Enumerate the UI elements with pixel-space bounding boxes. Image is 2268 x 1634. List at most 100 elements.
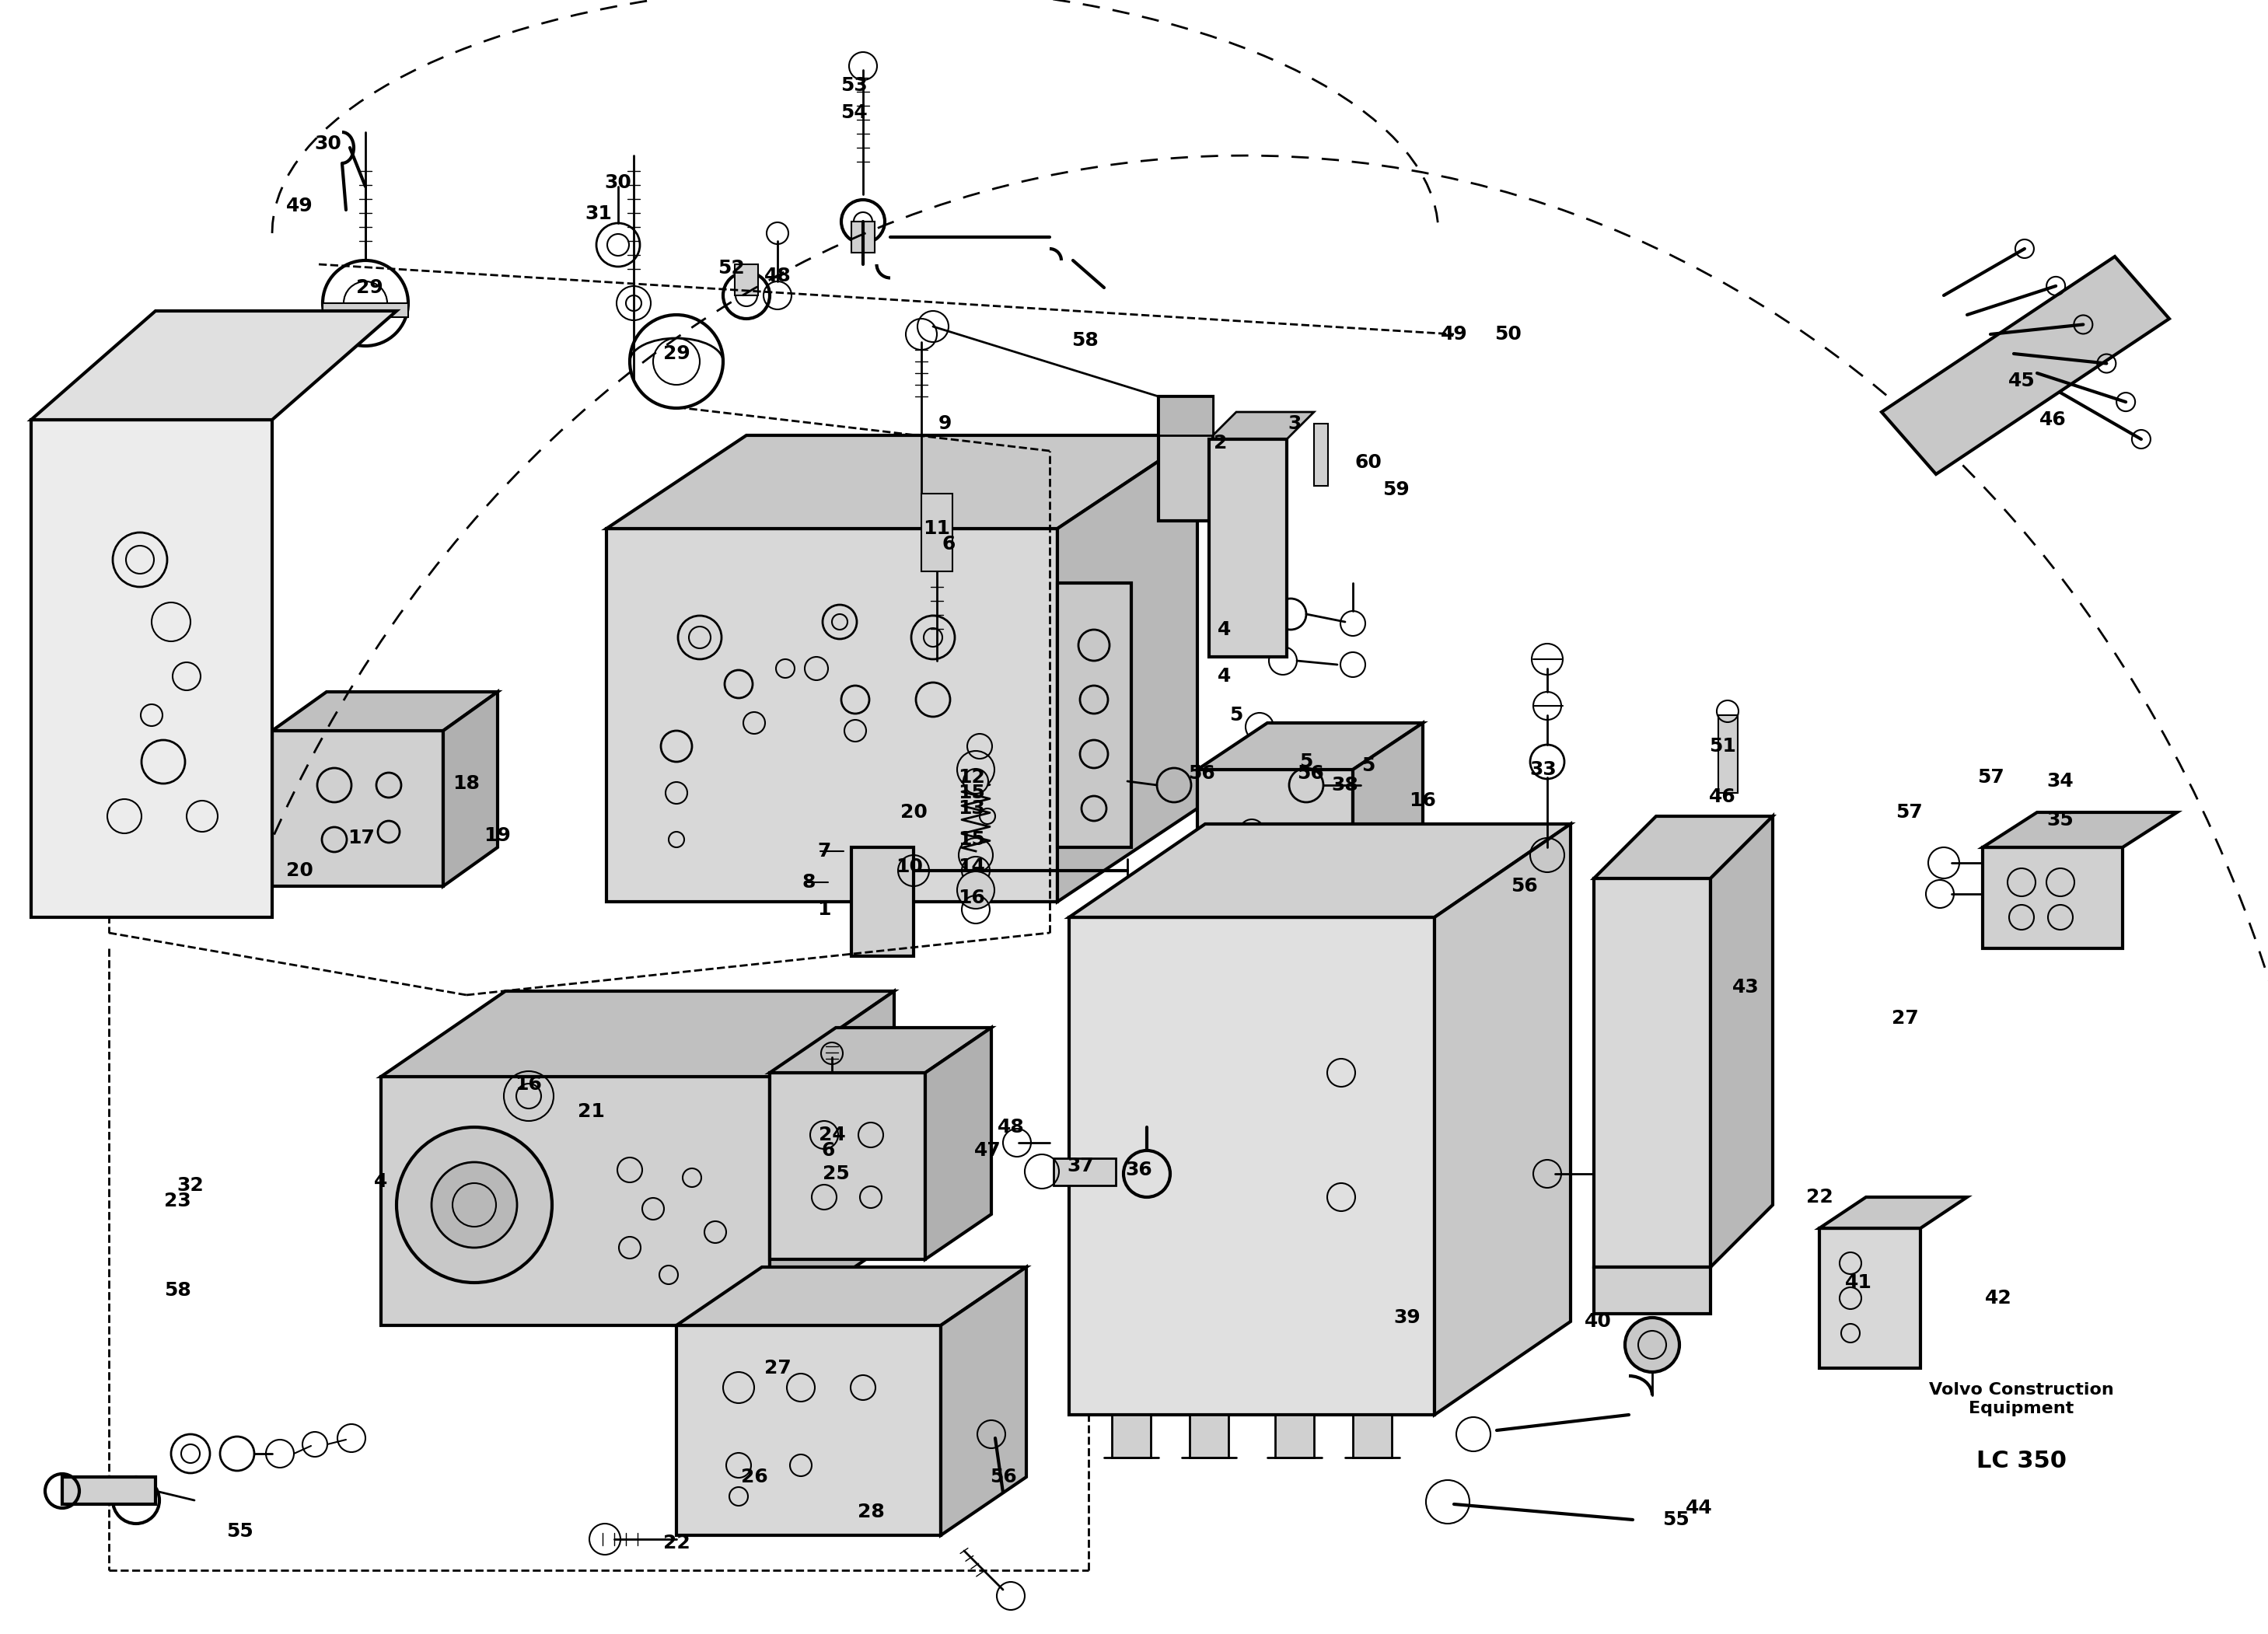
Text: 16: 16 (515, 1075, 542, 1093)
Bar (322, 304, 408, 317)
Bar (1159, 397, 1213, 435)
Polygon shape (676, 1266, 1027, 1325)
Text: 57: 57 (1896, 802, 1923, 822)
Circle shape (964, 770, 989, 794)
Circle shape (397, 1127, 551, 1283)
Polygon shape (1433, 824, 1569, 1415)
Text: 43: 43 (1733, 977, 1760, 997)
Polygon shape (769, 1028, 991, 1074)
Text: 29: 29 (662, 345, 689, 363)
Text: 49: 49 (1440, 325, 1467, 343)
Circle shape (957, 871, 993, 909)
Bar (1057, 583, 1132, 848)
Text: 28: 28 (857, 1503, 885, 1521)
Polygon shape (1354, 1415, 1393, 1458)
Text: 56: 56 (989, 1467, 1016, 1487)
Text: 12: 12 (959, 768, 987, 786)
Text: 57: 57 (1978, 768, 2005, 786)
Text: 20: 20 (286, 861, 313, 881)
Polygon shape (1111, 1415, 1150, 1458)
Text: 20: 20 (900, 802, 928, 822)
Text: 15: 15 (959, 830, 987, 850)
Text: 48: 48 (764, 266, 792, 286)
Polygon shape (1882, 257, 2168, 474)
Polygon shape (1819, 1229, 1921, 1368)
Text: 21: 21 (578, 1103, 606, 1121)
Text: 23: 23 (163, 1191, 191, 1211)
Polygon shape (606, 435, 1198, 529)
Text: 2: 2 (1213, 433, 1227, 453)
Text: 39: 39 (1395, 1309, 1420, 1327)
Text: 46: 46 (2039, 410, 2066, 430)
Text: 15: 15 (959, 784, 987, 802)
Polygon shape (32, 310, 397, 420)
Text: 16: 16 (959, 889, 987, 907)
Text: Volvo Construction
Equipment: Volvo Construction Equipment (1930, 1382, 2114, 1417)
Polygon shape (1594, 879, 1710, 1266)
Text: 54: 54 (839, 103, 866, 123)
Bar (1719, 716, 1737, 792)
Polygon shape (272, 730, 442, 886)
Polygon shape (769, 1074, 925, 1260)
Text: 33: 33 (1531, 760, 1556, 779)
Text: 30: 30 (606, 173, 633, 193)
Polygon shape (769, 992, 894, 1325)
Text: 36: 36 (1125, 1160, 1152, 1180)
Polygon shape (1354, 722, 1422, 972)
Text: 5: 5 (1229, 706, 1243, 724)
Polygon shape (941, 1266, 1027, 1536)
Polygon shape (1275, 1415, 1313, 1458)
Text: 13: 13 (959, 799, 987, 817)
Text: 51: 51 (1708, 737, 1735, 755)
Text: 59: 59 (1381, 480, 1408, 498)
Polygon shape (442, 691, 497, 886)
Text: 58: 58 (163, 1281, 191, 1299)
Text: 45: 45 (2007, 371, 2034, 391)
Text: 35: 35 (2048, 810, 2073, 830)
Polygon shape (606, 529, 1057, 902)
Text: 48: 48 (998, 1118, 1025, 1137)
Text: 14: 14 (959, 858, 987, 876)
Text: 32: 32 (177, 1176, 204, 1194)
Text: 10: 10 (896, 858, 923, 876)
Bar (850, 848, 914, 956)
Text: 47: 47 (973, 1141, 1000, 1160)
Bar (61, 1477, 156, 1505)
Text: 31: 31 (585, 204, 612, 224)
Text: 7: 7 (816, 842, 830, 861)
Text: 49: 49 (286, 196, 313, 216)
Text: LC 350: LC 350 (1975, 1449, 2066, 1472)
Polygon shape (1068, 917, 1433, 1415)
Bar (1594, 1266, 1710, 1314)
Text: 6: 6 (821, 1141, 835, 1160)
Text: 40: 40 (1585, 1312, 1610, 1330)
Text: 52: 52 (717, 258, 744, 278)
Polygon shape (1710, 817, 1774, 1266)
Polygon shape (32, 420, 272, 917)
Polygon shape (1068, 824, 1569, 917)
Bar (1313, 423, 1329, 485)
Polygon shape (272, 691, 497, 730)
Text: 38: 38 (1331, 776, 1359, 794)
Text: 53: 53 (839, 77, 866, 95)
Polygon shape (1594, 817, 1774, 879)
Text: 4: 4 (1218, 667, 1232, 686)
Text: 30: 30 (315, 134, 342, 154)
Text: 29: 29 (356, 278, 383, 297)
Text: 24: 24 (819, 1126, 846, 1144)
Polygon shape (381, 992, 894, 1077)
Text: 56: 56 (1297, 765, 1325, 783)
Bar (735, 265, 758, 296)
Text: 11: 11 (923, 520, 950, 538)
Polygon shape (381, 1077, 769, 1325)
Text: 55: 55 (1662, 1510, 1690, 1529)
Polygon shape (1191, 1415, 1229, 1458)
Text: 42: 42 (1984, 1289, 2012, 1307)
Text: 60: 60 (1354, 453, 1381, 472)
Text: 58: 58 (1070, 332, 1098, 350)
Polygon shape (925, 1028, 991, 1260)
Bar (850, 222, 875, 253)
Text: 37: 37 (1068, 1157, 1093, 1175)
Text: 4: 4 (1218, 621, 1232, 639)
Text: 50: 50 (1495, 325, 1522, 343)
